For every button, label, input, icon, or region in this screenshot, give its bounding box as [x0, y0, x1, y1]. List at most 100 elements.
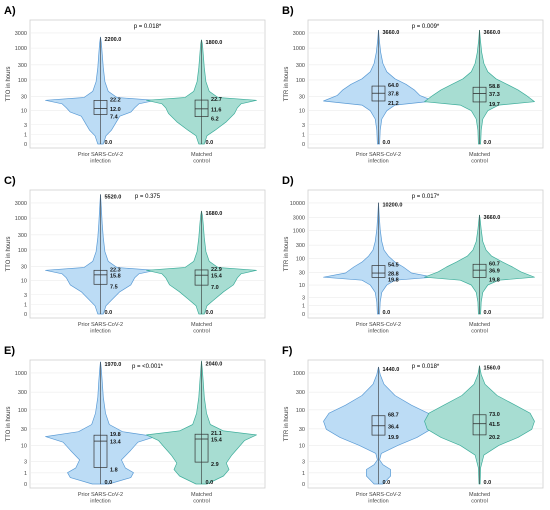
q1-label: 1.8 — [110, 467, 118, 473]
q3-label: 60.7 — [489, 261, 500, 267]
median-label: 13.4 — [110, 440, 122, 446]
p-value-label: p = 0.009* — [412, 24, 440, 30]
panel-letter: D) — [282, 175, 294, 187]
group-label: control — [471, 329, 488, 335]
min-label: 0.0 — [383, 480, 391, 486]
q3-label: 58.8 — [489, 84, 500, 90]
median-label: 37.3 — [489, 92, 500, 98]
y-tick-label: 100 — [18, 78, 27, 84]
y-tick-label: 100 — [296, 78, 305, 84]
q3-label: 22.3 — [110, 267, 121, 273]
panel-letter: C) — [4, 175, 16, 187]
y-tick-label: 10 — [21, 109, 27, 115]
y-tick-label: 10 — [21, 279, 27, 285]
p-value-label: p = 0.017* — [412, 194, 440, 200]
group-label: Prior SARS-CoV-2 — [78, 152, 123, 158]
violin-group: 73.0 41.5 20.2 1560.0 0.0 — [424, 365, 535, 486]
median-label: 36.4 — [388, 424, 400, 430]
y-tick-label: 1 — [302, 132, 305, 138]
group-label: infection — [368, 159, 389, 165]
panel-a: A) 0 1 3 10 30 100 300 1000 3000 TTO in hours p = 0… — [4, 5, 266, 165]
p-value-label: p = 0.018* — [134, 24, 162, 30]
max-label: 3660.0 — [383, 30, 400, 36]
min-label: 0.0 — [105, 140, 113, 146]
q3-label: 22.9 — [211, 267, 222, 273]
y-tick-label: 0 — [24, 312, 27, 318]
p-value-label: p = 0.375 — [135, 194, 161, 200]
min-label: 0.0 — [484, 140, 492, 146]
group-label: control — [193, 499, 210, 505]
violin-group: 60.7 36.9 19.8 3660.0 0.0 — [424, 214, 535, 316]
q3-label: 68.7 — [388, 413, 399, 419]
min-label: 0.0 — [206, 310, 214, 316]
y-tick-label: 3000 — [293, 31, 305, 37]
group-label: infection — [90, 499, 111, 505]
y-tick-label: 3 — [24, 460, 27, 466]
min-label: 0.0 — [105, 480, 113, 486]
min-label: 0.0 — [206, 140, 214, 146]
y-tick-label: 30 — [299, 427, 305, 433]
y-tick-label: 300 — [18, 390, 27, 396]
y-tick-label: 0 — [302, 482, 305, 488]
violin-group: 22.915.4 7.0 1680.0 0.0 — [146, 211, 257, 316]
y-tick-label: 1 — [24, 302, 27, 308]
y-tick-label: 300 — [18, 233, 27, 239]
min-label: 0.0 — [484, 480, 492, 486]
y-tick-label: 100 — [18, 248, 27, 254]
median-label: 28.8 — [388, 272, 399, 278]
iqr-box — [371, 265, 386, 278]
y-tick-label: 100 — [296, 408, 305, 414]
q1-label: 19.7 — [489, 102, 500, 108]
y-tick-label: 1000 — [293, 371, 305, 377]
iqr-box — [194, 269, 209, 286]
y-tick-label: 10 — [299, 283, 305, 289]
y-tick-label: 300 — [296, 63, 305, 69]
y-tick-label: 30 — [299, 94, 305, 100]
group-label: infection — [368, 329, 389, 335]
group-label: Matched — [191, 492, 212, 498]
group-label: control — [471, 159, 488, 165]
y-tick-label: 300 — [296, 390, 305, 396]
y-tick-label: 100 — [18, 408, 27, 414]
y-tick-label: 1000 — [15, 46, 27, 52]
q1-label: 7.5 — [110, 284, 118, 290]
q1-label: 2.9 — [211, 462, 219, 468]
panel-letter: A) — [4, 5, 16, 17]
group-label: Prior SARS-CoV-2 — [356, 322, 401, 328]
y-axis-label: TTO in hours — [6, 67, 12, 102]
violin-group: 19.8 13.4 1.8 1970.0 0.0 — [45, 361, 156, 486]
p-value-label: p = <0.001* — [132, 364, 164, 370]
y-tick-label: 1000 — [293, 46, 305, 52]
median-label: 15.4 — [211, 274, 223, 280]
violin-group: 22.7 11.6 6.2 1800.0 0.0 — [146, 39, 257, 146]
panel-e: E) 0 1 3 10 30 100 300 1000 TTO in hours p = <0.00… — [4, 345, 266, 505]
iqr-box — [93, 269, 108, 285]
y-tick-label: 30 — [21, 94, 27, 100]
violin-group: 22.2 12.07.4 2200.0 0.0 — [45, 36, 156, 146]
y-tick-label: 3 — [302, 295, 305, 301]
violin-group: 58.8 37.3 19.7 3660.0 0.0 — [424, 29, 535, 146]
group-label: control — [471, 499, 488, 505]
group-label: Matched — [469, 492, 490, 498]
iqr-box — [93, 100, 108, 115]
y-tick-label: 3000 — [15, 201, 27, 207]
y-tick-label: 1000 — [15, 371, 27, 377]
median-label: 15.8 — [110, 273, 121, 279]
y-tick-label: 0 — [24, 142, 27, 148]
violin-group: 21.115.4 2.9 2040.0 0.0 — [146, 360, 257, 486]
y-tick-label: 1 — [24, 471, 27, 477]
iqr-box — [472, 414, 487, 436]
q1-label: 19.9 — [388, 435, 399, 441]
violin-group: 68.7 36.4 19.9 1440.0 0.0 — [323, 366, 434, 486]
y-tick-label: 1000 — [15, 216, 27, 222]
plot-frame — [29, 359, 266, 489]
max-label: 1440.0 — [383, 367, 400, 373]
plot-frame — [307, 189, 544, 319]
max-label: 1800.0 — [206, 40, 223, 46]
y-tick-label: 10000 — [290, 201, 305, 207]
q1-label: 21.2 — [388, 101, 399, 107]
group-label: Prior SARS-CoV-2 — [356, 152, 401, 158]
q1-label: 20.2 — [489, 435, 500, 441]
y-axis-label: TTR in hours — [284, 237, 290, 272]
y-tick-label: 1 — [24, 132, 27, 138]
